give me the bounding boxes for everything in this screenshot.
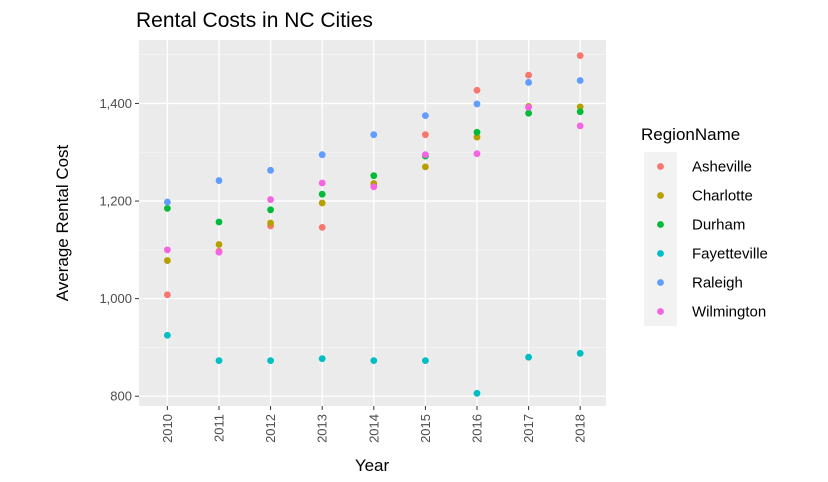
point-charlotte-2012 bbox=[267, 219, 274, 227]
data-points bbox=[163, 52, 584, 397]
legend-label: Durham bbox=[692, 217, 745, 234]
point-wilmington-2015 bbox=[421, 151, 429, 159]
point-wilmington-2010 bbox=[163, 246, 171, 254]
point-fayetteville-2016 bbox=[473, 389, 481, 397]
point-fayetteville-2014 bbox=[370, 357, 378, 365]
point-charlotte-2018 bbox=[576, 103, 584, 111]
point-fayetteville-2013 bbox=[318, 355, 326, 363]
point-raleigh-2013 bbox=[318, 151, 326, 159]
point-raleigh-2016 bbox=[473, 100, 481, 108]
point-durham-2014 bbox=[370, 172, 378, 180]
point-wilmington-2018 bbox=[576, 122, 584, 130]
point-fayetteville-2015 bbox=[421, 357, 429, 365]
x-tick-label: 2010 bbox=[160, 414, 175, 443]
point-asheville-2013 bbox=[318, 223, 326, 231]
point-charlotte-2010 bbox=[163, 257, 171, 264]
point-fayetteville-2018 bbox=[576, 349, 584, 357]
x-tick-label: 2016 bbox=[469, 414, 484, 443]
point-asheville-2018 bbox=[576, 52, 584, 60]
legend-marker bbox=[657, 192, 664, 199]
y-tick-label: 1,000 bbox=[99, 291, 132, 306]
point-asheville-2010 bbox=[163, 291, 171, 299]
y-tick-label: 1,400 bbox=[99, 96, 132, 111]
x-tick-label: 2014 bbox=[366, 414, 381, 443]
x-axis: 2010 2011 2012 2013 2014 2015 2016 2017 2018 bbox=[160, 406, 588, 443]
point-wilmington-2012 bbox=[267, 196, 274, 203]
x-tick-label: 2018 bbox=[573, 414, 588, 443]
y-axis: 800 1,000 1,200 1,400 bbox=[99, 96, 139, 404]
legend-marker bbox=[657, 221, 664, 228]
point-asheville-2016 bbox=[473, 86, 481, 94]
point-durham-2018 bbox=[576, 108, 584, 116]
x-tick-label: 2015 bbox=[418, 414, 433, 443]
point-raleigh-2017 bbox=[525, 79, 532, 86]
point-charlotte-2016 bbox=[473, 133, 481, 141]
legend-title: RegionName bbox=[641, 125, 740, 144]
y-axis-title: Average Rental Cost bbox=[53, 144, 72, 301]
point-durham-2013 bbox=[318, 190, 326, 198]
point-raleigh-2018 bbox=[576, 77, 584, 84]
major-gridlines bbox=[139, 40, 606, 406]
point-fayetteville-2010 bbox=[163, 331, 171, 339]
point-raleigh-2014 bbox=[370, 131, 378, 139]
point-wilmington-2011 bbox=[215, 248, 223, 256]
point-durham-2010 bbox=[163, 204, 171, 212]
legend-label: Fayetteville bbox=[692, 246, 768, 263]
point-raleigh-2015 bbox=[421, 112, 429, 120]
chart-title: Rental Costs in NC Cities bbox=[136, 9, 373, 32]
x-tick-label: 2013 bbox=[315, 414, 330, 443]
point-fayetteville-2012 bbox=[267, 357, 274, 365]
point-fayetteville-2017 bbox=[525, 353, 532, 361]
point-durham-2011 bbox=[215, 218, 223, 226]
legend-label: Asheville bbox=[692, 159, 752, 176]
x-tick-label: 2011 bbox=[211, 414, 226, 442]
legend-marker bbox=[657, 250, 664, 257]
point-wilmington-2016 bbox=[473, 150, 481, 158]
legend-marker bbox=[657, 279, 664, 286]
legend-label: Raleigh bbox=[692, 275, 743, 292]
point-asheville-2017 bbox=[525, 71, 532, 79]
point-wilmington-2013 bbox=[318, 179, 326, 187]
point-wilmington-2017 bbox=[525, 103, 532, 111]
point-durham-2012 bbox=[267, 206, 274, 214]
y-tick-label: 800 bbox=[110, 389, 132, 404]
legend-label: Wilmington bbox=[692, 304, 766, 321]
point-charlotte-2015 bbox=[421, 163, 429, 171]
legend-marker bbox=[657, 163, 664, 170]
point-durham-2016 bbox=[473, 128, 481, 136]
point-fayetteville-2011 bbox=[215, 357, 223, 365]
y-tick-label: 1,200 bbox=[99, 194, 132, 209]
point-charlotte-2011 bbox=[215, 241, 223, 248]
x-tick-label: 2012 bbox=[263, 414, 278, 443]
x-tick-label: 2017 bbox=[521, 414, 536, 443]
point-wilmington-2014 bbox=[370, 183, 378, 191]
plot-panel bbox=[139, 40, 606, 406]
point-raleigh-2012 bbox=[267, 166, 274, 174]
legend: Asheville Charlotte Durham Fayetteville Rale… bbox=[644, 152, 768, 326]
point-raleigh-2011 bbox=[215, 177, 223, 184]
legend-label: Charlotte bbox=[692, 188, 753, 205]
point-durham-2017 bbox=[525, 109, 532, 117]
point-raleigh-2010 bbox=[163, 198, 171, 206]
point-asheville-2015 bbox=[421, 131, 429, 139]
point-charlotte-2013 bbox=[318, 199, 326, 207]
x-axis-title: Year bbox=[355, 456, 390, 475]
legend-marker bbox=[657, 308, 664, 315]
